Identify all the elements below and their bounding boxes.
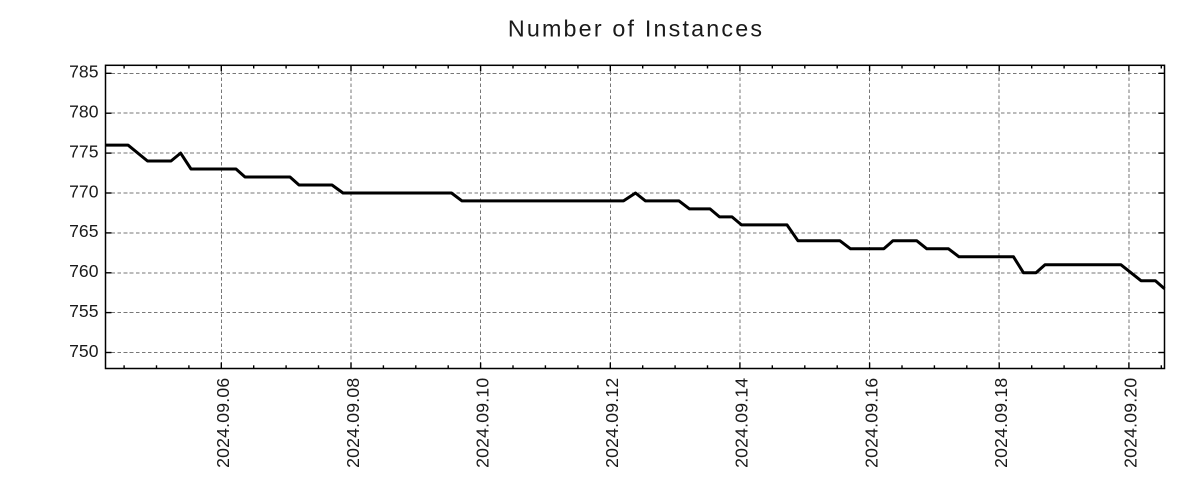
svg-text:780: 780 bbox=[69, 102, 99, 122]
svg-text:785: 785 bbox=[69, 62, 99, 82]
svg-text:2024.09.16: 2024.09.16 bbox=[861, 378, 881, 468]
svg-text:2024.09.06: 2024.09.06 bbox=[213, 378, 233, 468]
svg-text:2024.09.08: 2024.09.08 bbox=[343, 378, 363, 468]
svg-text:775: 775 bbox=[69, 141, 99, 161]
svg-text:Number of Instances: Number of Instances bbox=[508, 16, 764, 42]
svg-text:2024.09.12: 2024.09.12 bbox=[602, 378, 622, 468]
svg-text:760: 760 bbox=[69, 261, 99, 281]
svg-text:755: 755 bbox=[69, 301, 99, 321]
svg-text:2024.09.18: 2024.09.18 bbox=[991, 378, 1011, 468]
svg-text:2024.09.14: 2024.09.14 bbox=[732, 378, 752, 468]
svg-text:2024.09.10: 2024.09.10 bbox=[472, 378, 492, 468]
svg-text:750: 750 bbox=[69, 341, 99, 361]
svg-text:2024.09.20: 2024.09.20 bbox=[1121, 378, 1141, 468]
svg-text:765: 765 bbox=[69, 221, 99, 241]
svg-text:770: 770 bbox=[69, 181, 99, 201]
